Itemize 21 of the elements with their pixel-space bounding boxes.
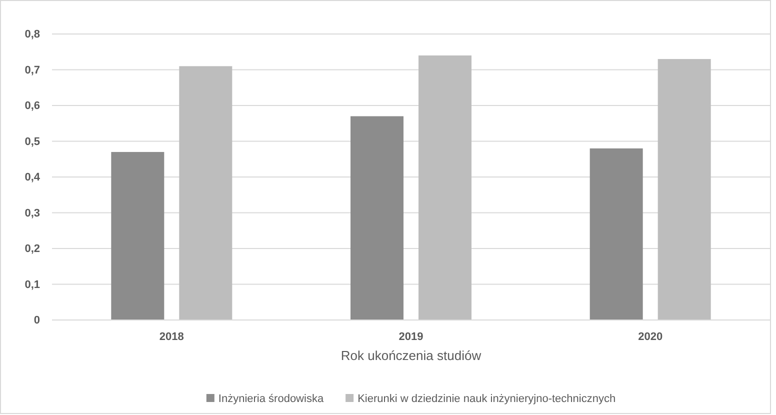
bar <box>418 55 472 320</box>
x-tick-label: 2019 <box>398 330 424 343</box>
y-tick-label: 0,8 <box>24 28 40 41</box>
x-axis-title: Rok ukończenia studiów <box>340 348 482 363</box>
y-tick-label: 0,7 <box>24 64 40 76</box>
y-tick-label: 0,4 <box>24 172 41 184</box>
legend-label: Inżynieria środowiska <box>218 393 324 405</box>
y-tick-label: 0,1 <box>24 278 40 291</box>
x-tick-label: 2020 <box>638 330 663 343</box>
y-tick-label: 0,2 <box>24 243 40 256</box>
x-tick-label: 2018 <box>159 330 184 343</box>
y-tick-label: 0,6 <box>24 100 40 112</box>
legend-label: Kierunki w dziedzinie nauk inżynieryjno-technicznych <box>358 393 616 405</box>
bar <box>350 116 404 320</box>
y-tick-label: 0 <box>34 314 40 327</box>
bar <box>658 59 711 320</box>
bar <box>179 66 232 320</box>
bar <box>111 152 164 320</box>
bar <box>590 148 643 320</box>
y-tick-label: 0,5 <box>24 136 40 148</box>
y-tick-label: 0,3 <box>24 207 40 220</box>
